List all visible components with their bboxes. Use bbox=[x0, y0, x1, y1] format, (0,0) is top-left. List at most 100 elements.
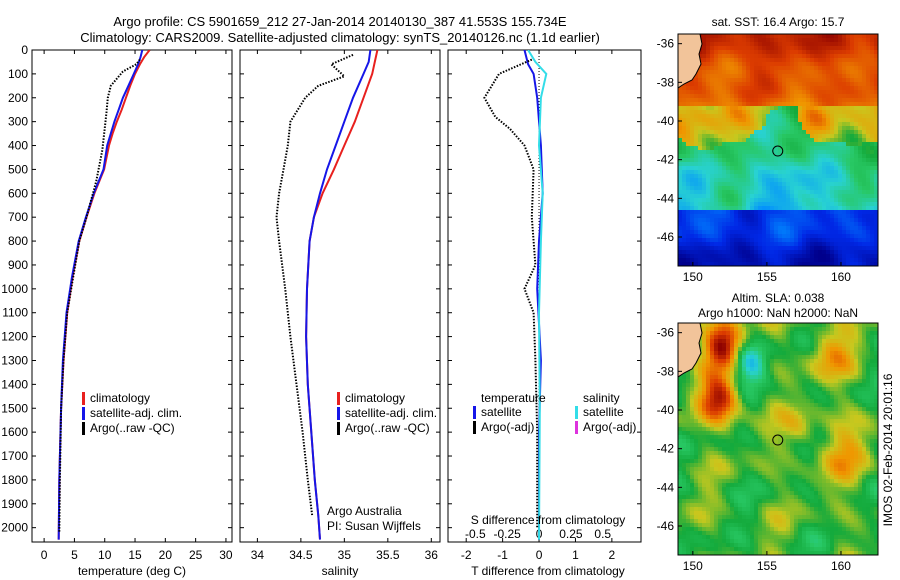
temperature-panel: 0100200300400500600700800900100011001200… bbox=[1, 43, 641, 578]
heatmap-cell bbox=[770, 463, 775, 468]
heatmap-cell bbox=[742, 238, 747, 243]
heatmap-cell bbox=[826, 162, 831, 167]
heatmap-cell bbox=[862, 70, 867, 75]
heatmap-cell bbox=[782, 86, 787, 91]
heatmap-cell bbox=[742, 419, 747, 424]
heatmap-cell bbox=[710, 427, 715, 432]
heatmap-cell bbox=[838, 94, 843, 99]
heatmap-cell bbox=[694, 395, 699, 400]
heatmap-cell bbox=[762, 230, 767, 235]
heatmap-cell bbox=[694, 218, 699, 223]
heatmap-cell bbox=[746, 246, 751, 251]
heatmap-cell bbox=[718, 379, 723, 384]
heatmap-cell bbox=[730, 226, 735, 231]
heatmap-cell bbox=[810, 262, 815, 266]
heatmap-cell bbox=[870, 186, 875, 191]
heatmap-cell bbox=[874, 415, 878, 420]
heatmap-cell bbox=[706, 114, 711, 119]
heatmap-cell bbox=[786, 146, 791, 151]
heatmap-cell bbox=[758, 150, 763, 155]
heatmap-cell bbox=[758, 415, 763, 420]
heatmap-cell bbox=[710, 411, 715, 416]
heatmap-cell bbox=[702, 90, 707, 95]
heatmap-cell bbox=[802, 130, 807, 135]
heatmap-cell bbox=[706, 198, 711, 203]
heatmap-cell bbox=[818, 110, 823, 115]
heatmap-cell bbox=[770, 86, 775, 91]
heatmap-cell bbox=[746, 383, 751, 388]
heatmap-cell bbox=[858, 98, 863, 103]
heatmap-cell bbox=[866, 459, 871, 464]
heatmap-cell bbox=[758, 439, 763, 444]
heatmap-cell bbox=[726, 74, 731, 79]
heatmap-cell bbox=[822, 58, 827, 63]
heatmap-cell bbox=[690, 226, 695, 231]
heatmap-cell bbox=[846, 367, 851, 372]
heatmap-cell bbox=[714, 327, 719, 332]
heatmap-cell bbox=[822, 178, 827, 183]
heatmap-cell bbox=[874, 62, 878, 67]
heatmap-cell bbox=[806, 355, 811, 360]
heatmap-cell bbox=[806, 50, 811, 55]
heatmap-cell bbox=[714, 42, 719, 47]
heatmap-cell bbox=[678, 403, 683, 408]
heatmap-cell bbox=[838, 262, 843, 266]
heatmap-cell bbox=[786, 367, 791, 372]
heatmap-cell bbox=[774, 130, 779, 135]
heatmap-cell bbox=[702, 395, 707, 400]
heatmap-cell bbox=[750, 54, 755, 59]
heatmap-cell bbox=[722, 238, 727, 243]
heatmap-cell bbox=[866, 359, 871, 364]
heatmap-cell bbox=[866, 50, 871, 55]
heatmap-cell bbox=[846, 391, 851, 396]
heatmap-cell bbox=[714, 443, 719, 448]
heatmap-cell bbox=[766, 238, 771, 243]
heatmap-cell bbox=[778, 54, 783, 59]
heatmap-cell bbox=[798, 78, 803, 83]
heatmap-cell bbox=[686, 371, 691, 376]
heatmap-cell bbox=[790, 118, 795, 123]
heatmap-cell bbox=[750, 226, 755, 231]
heatmap-cell bbox=[766, 431, 771, 436]
heatmap-cell bbox=[746, 154, 751, 159]
heatmap-cell bbox=[750, 222, 755, 227]
heatmap-cell bbox=[806, 387, 811, 392]
heatmap-cell bbox=[802, 246, 807, 251]
heatmap-cell bbox=[730, 403, 735, 408]
heatmap-cell bbox=[850, 331, 855, 336]
heatmap-cell bbox=[854, 198, 859, 203]
heatmap-cell bbox=[766, 262, 771, 266]
heatmap-cell bbox=[714, 38, 719, 43]
heatmap-cell bbox=[762, 186, 767, 191]
heatmap-cell bbox=[742, 190, 747, 195]
heatmap-cell bbox=[790, 327, 795, 332]
heatmap-cell bbox=[786, 182, 791, 187]
heatmap-cell bbox=[794, 170, 799, 175]
heatmap-cell bbox=[726, 162, 731, 167]
heatmap-cell bbox=[710, 106, 715, 111]
heatmap-cell bbox=[834, 118, 839, 123]
heatmap-cell bbox=[746, 351, 751, 356]
heatmap-cell bbox=[686, 375, 691, 380]
heatmap-cell bbox=[782, 126, 787, 131]
heatmap-cell bbox=[858, 34, 863, 39]
heatmap-cell bbox=[834, 379, 839, 384]
heatmap-cell bbox=[830, 134, 835, 139]
heatmap-cell bbox=[846, 246, 851, 251]
heatmap-cell bbox=[706, 94, 711, 99]
heatmap-cell bbox=[722, 451, 727, 456]
heatmap-cell bbox=[826, 198, 831, 203]
heatmap-cell bbox=[758, 90, 763, 95]
heatmap-cell bbox=[726, 62, 731, 67]
heatmap-cell bbox=[722, 443, 727, 448]
heatmap-cell bbox=[822, 166, 827, 171]
heatmap-cell bbox=[782, 435, 787, 440]
heatmap-cell bbox=[758, 106, 763, 111]
heatmap-cell bbox=[678, 122, 683, 127]
sst-map-panel: sat. SST: 16.4 Argo: 15.7 -36-38-40-42-4… bbox=[657, 15, 879, 284]
heatmap-cell bbox=[798, 138, 803, 143]
heatmap-cell bbox=[758, 170, 763, 175]
heatmap-cell bbox=[694, 74, 699, 79]
heatmap-cell bbox=[778, 150, 783, 155]
heatmap-cell bbox=[682, 451, 687, 456]
